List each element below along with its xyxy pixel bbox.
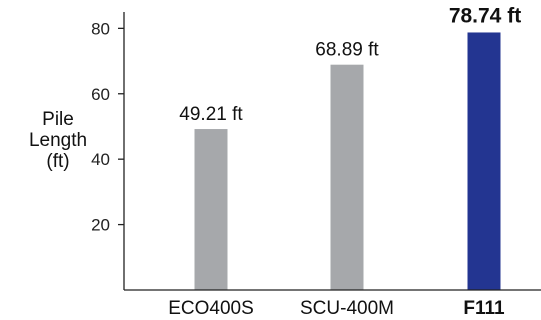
y-axis-ticks: 20 40 60 80 bbox=[91, 19, 124, 235]
x-category-label: F111 bbox=[463, 298, 505, 319]
y-axis-title-line: Length bbox=[29, 130, 87, 151]
x-category-label: ECO400S bbox=[168, 298, 254, 319]
bar bbox=[330, 64, 364, 290]
x-category-label: SCU-400M bbox=[300, 298, 394, 319]
y-tick-label: 40 bbox=[91, 150, 110, 169]
y-axis-title-line: (ft) bbox=[46, 151, 69, 172]
bar bbox=[467, 32, 501, 291]
bars bbox=[194, 32, 501, 291]
data-label: 49.21 ft bbox=[179, 104, 243, 125]
data-label: 68.89 ft bbox=[315, 40, 379, 61]
data-label: 78.74 ft bbox=[449, 4, 521, 27]
y-tick-label: 80 bbox=[91, 19, 110, 38]
y-tick-label: 20 bbox=[91, 216, 110, 235]
bar bbox=[194, 129, 228, 290]
y-axis-title-line: Pile bbox=[42, 109, 74, 130]
x-axis-categories: ECO400S SCU-400M F111 bbox=[168, 298, 505, 319]
y-tick-label: 60 bbox=[91, 85, 110, 104]
data-labels: 49.21 ft 68.89 ft 78.74 ft bbox=[179, 4, 521, 125]
